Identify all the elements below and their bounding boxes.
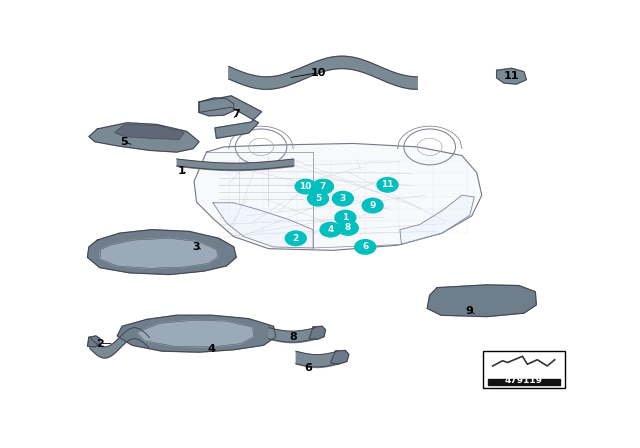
Bar	[488, 379, 559, 385]
Text: 6: 6	[304, 363, 312, 373]
Text: 10: 10	[300, 182, 312, 191]
Text: 3: 3	[340, 194, 346, 203]
Text: 8: 8	[289, 332, 297, 342]
Text: 11: 11	[381, 181, 394, 190]
Polygon shape	[100, 238, 218, 268]
Polygon shape	[115, 125, 184, 139]
Polygon shape	[497, 68, 527, 84]
Circle shape	[337, 221, 358, 235]
Text: 3: 3	[193, 242, 200, 252]
Polygon shape	[229, 56, 417, 89]
Polygon shape	[213, 203, 313, 248]
Polygon shape	[88, 230, 236, 275]
Text: 1: 1	[178, 166, 186, 176]
Polygon shape	[309, 326, 326, 340]
Text: 5: 5	[120, 137, 127, 147]
Text: 2: 2	[292, 234, 299, 243]
Circle shape	[332, 191, 353, 206]
Text: 9: 9	[465, 306, 474, 316]
Polygon shape	[330, 350, 349, 364]
Polygon shape	[199, 96, 262, 138]
Text: 8: 8	[345, 224, 351, 233]
Text: 9: 9	[369, 201, 376, 210]
Polygon shape	[90, 327, 150, 358]
Circle shape	[320, 223, 341, 237]
Polygon shape	[400, 195, 474, 245]
Text: 6: 6	[362, 242, 369, 251]
Circle shape	[285, 231, 306, 246]
Circle shape	[295, 179, 316, 194]
Text: 479119: 479119	[505, 376, 543, 385]
Text: 5: 5	[315, 194, 321, 203]
Text: 11: 11	[504, 71, 519, 81]
Circle shape	[308, 191, 328, 206]
Text: 7: 7	[320, 182, 326, 191]
Text: 2: 2	[96, 339, 104, 349]
Text: 10: 10	[310, 68, 326, 78]
Text: 4: 4	[327, 225, 333, 234]
Polygon shape	[89, 123, 199, 152]
Polygon shape	[88, 336, 100, 347]
Polygon shape	[137, 320, 253, 347]
Polygon shape	[428, 285, 536, 317]
Circle shape	[362, 198, 383, 213]
Text: 4: 4	[207, 344, 216, 354]
Polygon shape	[117, 315, 276, 352]
Circle shape	[312, 179, 333, 194]
Text: 1: 1	[342, 213, 349, 222]
Polygon shape	[194, 143, 482, 250]
Polygon shape	[199, 98, 234, 116]
Circle shape	[355, 240, 376, 254]
Text: 7: 7	[232, 109, 240, 119]
Circle shape	[335, 211, 356, 225]
Circle shape	[377, 177, 398, 192]
Bar	[483, 351, 564, 388]
